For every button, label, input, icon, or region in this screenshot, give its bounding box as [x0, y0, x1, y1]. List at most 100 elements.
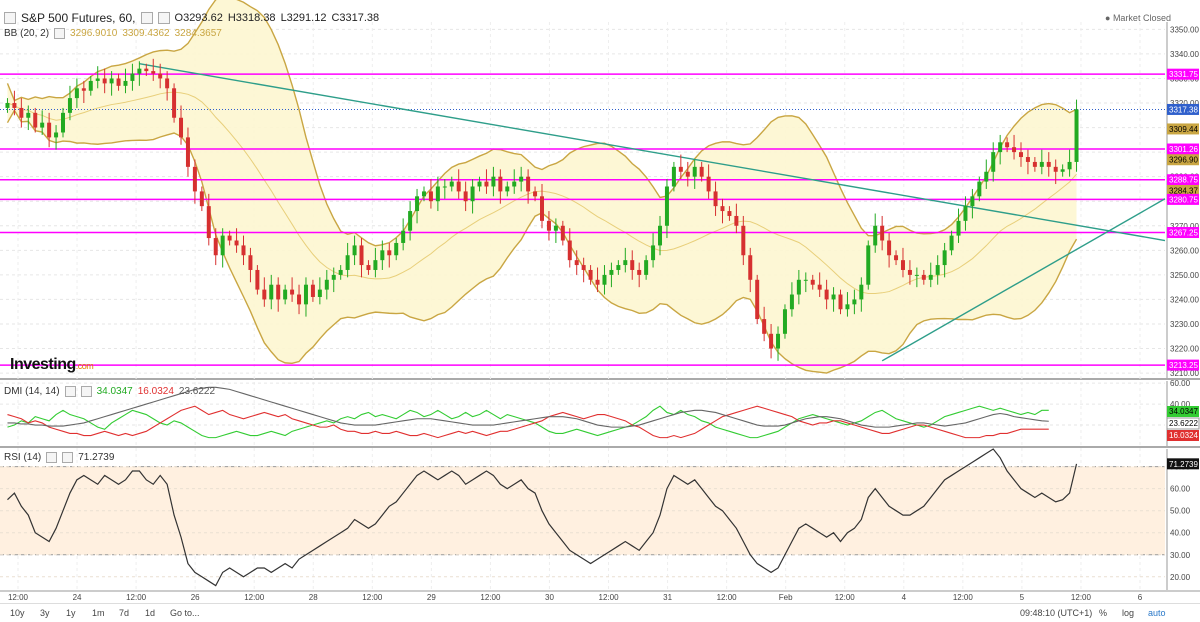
- price-axis-badge-label: 3284.37: [1169, 186, 1198, 195]
- price-tick-label: 3220.00: [1170, 345, 1199, 354]
- candle-body: [33, 112, 38, 128]
- candle-body: [421, 191, 426, 197]
- dmi-axis-badge-label: 16.0324: [1169, 431, 1198, 440]
- candle-body: [290, 289, 295, 295]
- x-tick-label: 24: [73, 593, 82, 602]
- adx-value: 23.6222: [178, 386, 216, 397]
- candle-body: [519, 176, 524, 182]
- dmi-settings-icon[interactable]: [64, 386, 76, 397]
- candle-body: [262, 289, 267, 300]
- price-axis-badge-label: 3309.44: [1169, 125, 1198, 134]
- candle-body: [12, 103, 17, 108]
- candle-body: [206, 206, 211, 239]
- rsi-header: RSI (14) 71.2739: [4, 452, 114, 463]
- candle-body: [415, 196, 420, 212]
- rsi-tick-label: 40.00: [1170, 529, 1191, 538]
- rsi-tick-label: 20.00: [1170, 573, 1191, 582]
- candle-body: [817, 284, 822, 290]
- candle-body: [1053, 166, 1058, 172]
- candle-body: [26, 112, 31, 118]
- candle-body: [824, 289, 829, 300]
- x-tick-label: 12:00: [362, 593, 383, 602]
- candle-body: [706, 176, 711, 192]
- candle-body: [491, 176, 496, 187]
- dmi-minus-value: 16.0324: [137, 386, 174, 397]
- rsi-label: RSI (14): [4, 452, 42, 463]
- dmi-close-icon[interactable]: [80, 386, 92, 397]
- candle-body: [1005, 142, 1010, 148]
- bb-settings-icon[interactable]: [54, 28, 66, 39]
- candle-body: [928, 274, 933, 280]
- settings-icon[interactable]: [140, 12, 153, 24]
- x-tick-label: 12:00: [1071, 593, 1092, 602]
- candle-body: [165, 78, 170, 89]
- rsi-close-icon[interactable]: [62, 452, 74, 463]
- range-1d[interactable]: 1d: [145, 608, 156, 618]
- price-tick-label: 3320.00: [1170, 99, 1199, 108]
- bb-value-1: 3296.9010: [70, 28, 118, 39]
- range-1y[interactable]: 1y: [66, 608, 76, 618]
- candle-body: [838, 294, 843, 310]
- candle-body: [283, 289, 288, 300]
- candle-body: [324, 279, 329, 290]
- candle-body: [352, 245, 357, 256]
- candle-body: [533, 191, 538, 197]
- close-icon[interactable]: [157, 12, 170, 24]
- candle-body: [317, 289, 322, 297]
- auto-toggle[interactable]: auto: [1148, 608, 1166, 618]
- price-axis-badge: [1167, 227, 1199, 239]
- candle-body: [900, 260, 905, 270]
- candle-body: [95, 78, 100, 81]
- candle-body: [949, 235, 954, 251]
- candle-body: [963, 206, 968, 221]
- rsi-axis-badge-label: 71.2739: [1169, 460, 1198, 469]
- candle-body: [907, 269, 912, 275]
- candle-body: [1018, 152, 1023, 158]
- candle-body: [644, 260, 649, 275]
- rsi-settings-icon[interactable]: [46, 452, 58, 463]
- candle-body: [234, 240, 239, 246]
- candle-body: [74, 88, 79, 99]
- candle-body: [338, 269, 343, 275]
- percent-toggle[interactable]: %: [1099, 608, 1108, 618]
- x-tick-label: 12:00: [953, 593, 974, 602]
- dmi-tick-label: 60.00: [1170, 379, 1191, 388]
- goto-button[interactable]: Go to...: [170, 608, 200, 618]
- candle-body: [40, 122, 45, 128]
- x-tick-label: 12:00: [717, 593, 738, 602]
- brand-logo: Investing.com: [10, 356, 94, 374]
- x-tick-label: 12:00: [835, 593, 856, 602]
- candle-body: [61, 112, 66, 133]
- candle-body: [984, 171, 989, 182]
- candle-body: [303, 284, 308, 305]
- price-tick-label: 3240.00: [1170, 295, 1199, 304]
- bb-header: BB (20, 2) 3296.9010 3309.4362 3284.3657: [4, 28, 222, 39]
- candle-body: [942, 250, 947, 266]
- candle-body: [88, 80, 93, 91]
- price-tick-label: 3230.00: [1170, 320, 1199, 329]
- range-1m[interactable]: 1m: [92, 608, 105, 618]
- candle-body: [477, 181, 482, 187]
- rsi-tick-label: 60.00: [1170, 485, 1191, 494]
- log-toggle[interactable]: log: [1122, 608, 1135, 618]
- x-tick-label: 31: [663, 593, 672, 602]
- range-10y[interactable]: 10y: [10, 608, 25, 618]
- candle-body: [796, 279, 801, 295]
- range-7d[interactable]: 7d: [119, 608, 130, 618]
- collapse-icon[interactable]: [4, 12, 16, 24]
- candle-body: [560, 225, 565, 241]
- candle-body: [47, 122, 52, 138]
- candle-body: [553, 225, 558, 231]
- candle-body: [782, 309, 787, 334]
- candle-body: [1067, 161, 1072, 170]
- dmi-series-line: [7, 405, 1049, 439]
- candle-body: [428, 191, 433, 202]
- candle-body: [5, 103, 10, 108]
- price-axis-badge-label: 3280.75: [1169, 195, 1198, 204]
- candle-body: [130, 73, 135, 81]
- range-3y[interactable]: 3y: [40, 608, 50, 618]
- candle-body: [394, 242, 399, 256]
- candle-body: [158, 73, 163, 79]
- candle-body: [401, 230, 406, 243]
